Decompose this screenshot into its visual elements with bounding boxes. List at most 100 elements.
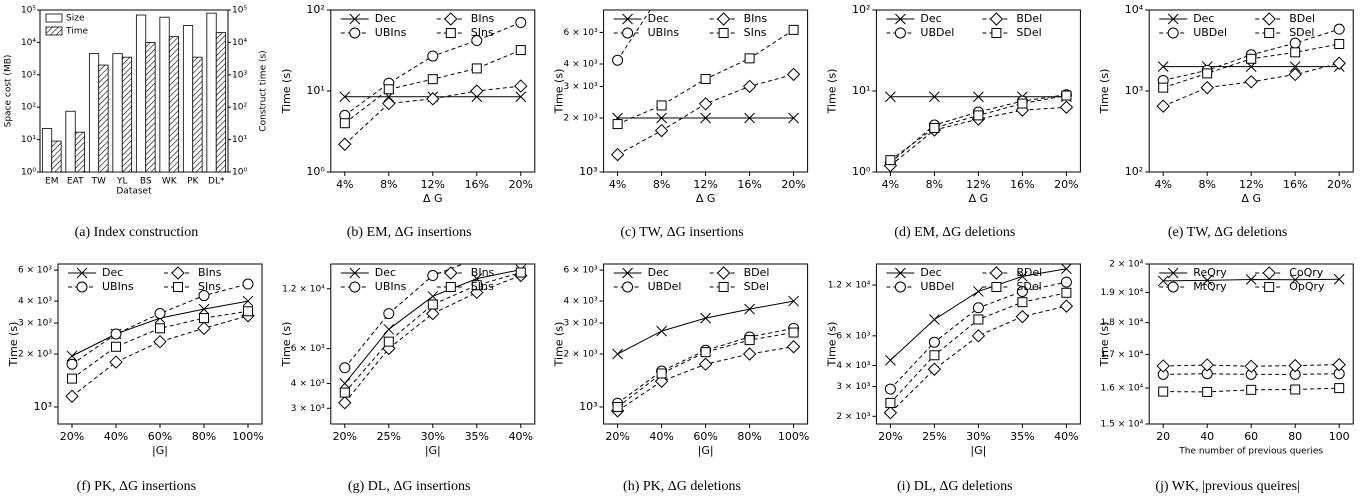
marker <box>1246 53 1257 64</box>
legend-label: SIns <box>744 26 767 39</box>
x-tick-label: 8% <box>380 178 397 191</box>
marker <box>1017 271 1028 282</box>
y-tick-label: 1.6 × 10⁴ <box>1101 384 1144 394</box>
marker <box>884 383 896 395</box>
marker <box>742 347 757 361</box>
marker <box>339 378 351 389</box>
marker <box>349 281 361 293</box>
bar <box>206 12 217 173</box>
legend-label: UBIns <box>648 26 680 39</box>
marker <box>1333 273 1345 285</box>
marker <box>700 347 711 358</box>
bar <box>159 16 170 173</box>
y-tick-label: 2 × 10³ <box>836 412 870 422</box>
x-tick-label: 60% <box>693 430 717 443</box>
plot-frame <box>330 263 536 425</box>
y-axis-label: Time (s) <box>553 322 566 368</box>
marker <box>515 267 526 278</box>
series-line <box>344 269 521 384</box>
y-tick-label: 10¹ <box>852 84 870 97</box>
marker <box>1245 274 1257 285</box>
marker <box>1289 61 1301 72</box>
marker <box>76 267 88 279</box>
series-line <box>71 315 249 397</box>
marker <box>1289 37 1301 49</box>
marker <box>610 147 625 162</box>
x-tick-label: EAT <box>67 177 84 187</box>
legend-label: SIns <box>471 26 494 39</box>
bar <box>182 25 194 173</box>
bar <box>74 131 86 173</box>
marker <box>1167 27 1179 39</box>
marker <box>1202 386 1213 397</box>
legend-label: Dec <box>920 12 941 25</box>
marker <box>1289 274 1301 286</box>
marker <box>929 350 940 361</box>
marker <box>612 119 623 130</box>
x-tick-label: 16% <box>1010 178 1034 191</box>
bar <box>51 140 62 173</box>
x-tick-label: 40% <box>1054 430 1078 443</box>
legend-label: CoQry <box>1289 266 1324 279</box>
marker <box>1016 285 1028 297</box>
marker <box>198 290 210 302</box>
y-tick-label: 10³ <box>21 70 36 80</box>
legend-label: Dec <box>375 12 396 25</box>
marker <box>76 281 88 293</box>
marker <box>1264 28 1275 38</box>
x-tick-label: 40% <box>649 430 673 443</box>
marker <box>622 13 633 25</box>
y-tick-label: 6 × 10³ <box>291 344 325 354</box>
marker <box>927 362 942 376</box>
marker <box>339 118 350 129</box>
marker <box>338 137 352 151</box>
series-group <box>1156 273 1346 397</box>
marker <box>1246 384 1257 395</box>
marker <box>1015 309 1030 324</box>
legend-label: UBDel <box>648 280 682 293</box>
y2-tick-label: 10² <box>232 103 247 113</box>
marker <box>154 307 166 319</box>
x-tick-label: 25% <box>922 430 946 443</box>
marker <box>929 91 940 103</box>
y-tick-label: 1.2 × 10⁴ <box>282 284 325 294</box>
plot-frame <box>39 9 229 173</box>
x-tick-label: 80 <box>1288 430 1302 443</box>
marker <box>470 84 484 98</box>
x-tick-label: EM <box>45 177 58 187</box>
marker <box>895 267 906 279</box>
x-tick-label: 12% <box>966 178 990 191</box>
marker <box>700 312 711 324</box>
marker <box>991 282 1002 292</box>
series-line <box>344 85 521 145</box>
x-tick-label: 12% <box>421 178 445 191</box>
legend-label: MtQry <box>1193 280 1227 293</box>
x-tick-label: 20% <box>1327 178 1351 191</box>
marker <box>426 92 440 106</box>
y-tick-label: 3 × 10³ <box>564 319 598 329</box>
marker <box>1157 275 1169 287</box>
marker <box>1288 358 1302 373</box>
bar <box>41 128 53 173</box>
y-tick-label: 4 × 10³ <box>18 297 52 307</box>
marker <box>339 387 350 398</box>
x-axis-label: |G| <box>970 444 986 457</box>
marker <box>1156 359 1170 373</box>
legend-label: Size <box>66 14 85 24</box>
marker <box>700 73 711 84</box>
legend-label: UBIns <box>375 280 407 293</box>
y-axis-label: Time (s) <box>1098 69 1111 115</box>
marker <box>718 282 729 292</box>
y-axis-label: Time (s) <box>1098 322 1111 368</box>
marker <box>382 96 396 111</box>
marker <box>654 123 669 138</box>
marker <box>929 314 940 325</box>
x-tick-label: 100% <box>778 430 809 443</box>
x-axis-label: |G| <box>698 444 714 457</box>
y-tick-label: 1.7 × 10⁴ <box>1101 350 1144 360</box>
marker <box>110 328 122 340</box>
legend-label: SIns <box>471 280 494 293</box>
x-tick-label: WK <box>162 177 178 187</box>
marker <box>612 54 624 66</box>
x-tick-label: 8% <box>653 178 670 191</box>
